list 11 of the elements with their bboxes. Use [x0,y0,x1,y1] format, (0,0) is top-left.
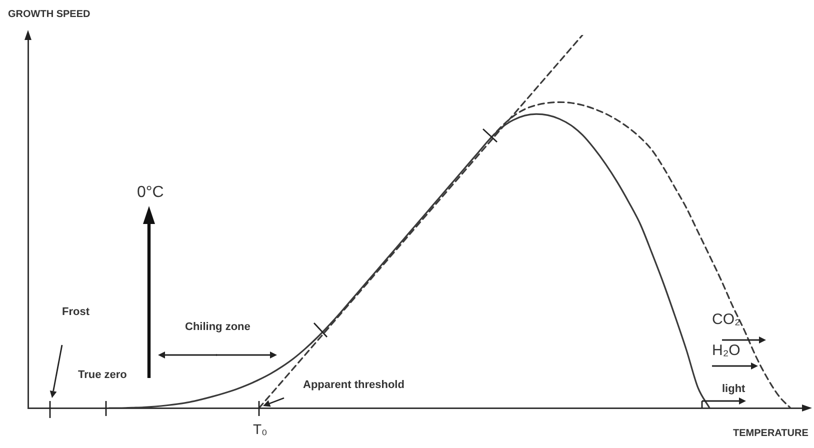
y-axis-title: GROWTH SPEED [8,9,90,20]
annotation: light [722,383,746,395]
annotation: H₂O [712,342,740,359]
x-axis-title: TEMPERATURE [733,428,808,439]
annotation: True zero [78,369,127,381]
annotation: CO₂ [712,311,740,328]
annotation: Apparent threshold [303,379,404,391]
annotation: 0°C [137,184,164,202]
annotation: Chiling zone [185,321,250,333]
text: T₀ [253,421,268,437]
annotation: Frost [62,306,90,318]
